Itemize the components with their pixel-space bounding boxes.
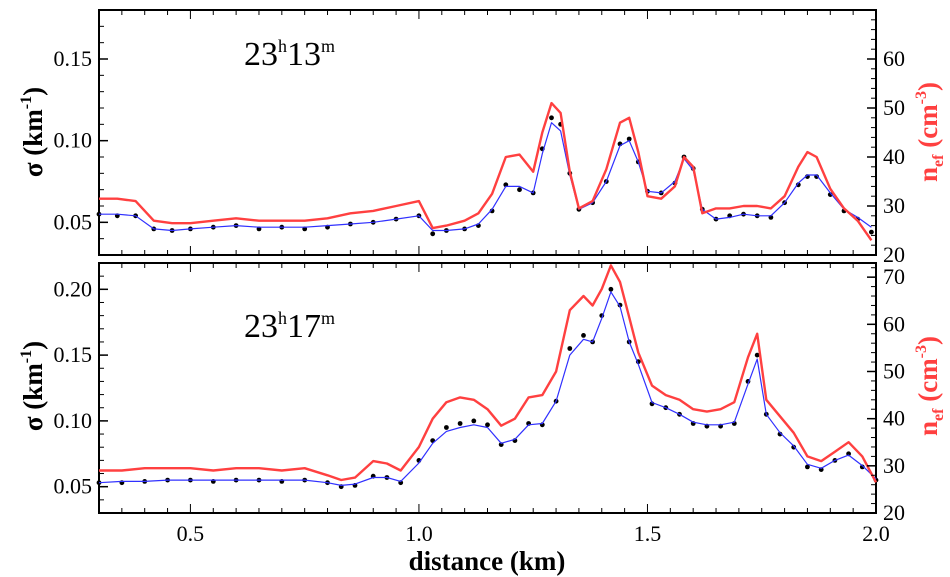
top-data-point (795, 182, 801, 188)
bottom-data-point (471, 418, 477, 424)
bottom-time-label: 23h17m (244, 308, 335, 345)
top-data-point (869, 229, 874, 235)
top-time-label: 23h13m (244, 36, 335, 73)
bottom-right-tick-label: 70 (883, 264, 905, 289)
top-left-tick-label: 0.05 (54, 209, 93, 234)
bottom-data-point (859, 464, 865, 470)
bottom-right-tick-label: 30 (883, 453, 905, 478)
bottom-right-tick-label: 50 (883, 358, 905, 383)
top-data-point (626, 136, 632, 142)
bottom-data-point (581, 333, 586, 338)
bottom-data-point (777, 431, 783, 437)
bottom-data-point (457, 421, 463, 426)
x-axis-title: distance (km) (409, 546, 566, 576)
bottom-panel-frame (98, 262, 877, 514)
top-panel-frame (98, 9, 877, 256)
top-right-tick-label: 40 (883, 144, 905, 169)
top-scatter-points (96, 115, 874, 237)
top-blue-fit-line (99, 122, 872, 232)
bottom-left-tick-label: 0.20 (54, 276, 93, 301)
top-right-tick-label: 20 (883, 242, 905, 267)
top-panel-series (96, 101, 874, 241)
x-tick-label: 1.5 (634, 521, 662, 546)
bottom-blue-fit-line (98, 291, 877, 486)
x-tick-label: 1.0 (405, 521, 433, 546)
bottom-left-tick-label: 0.10 (54, 408, 93, 433)
top-data-point (517, 187, 522, 193)
top-right-tick-label: 30 (883, 193, 905, 218)
bottom-data-point (608, 286, 614, 292)
bottom-red-density-line (99, 264, 878, 483)
bottom-scatter-points (96, 286, 879, 490)
bottom-left-tick-label: 0.05 (54, 474, 93, 499)
top-left-tick-label: 0.10 (54, 128, 93, 153)
top-right-axis-title: nef (cm-3) (913, 82, 947, 182)
x-tick-label: 0.5 (177, 521, 205, 546)
top-data-point (489, 208, 495, 214)
top-data-point (430, 231, 436, 237)
top-red-density-line (99, 101, 873, 241)
bottom-data-point (444, 425, 449, 430)
top-left-axis-title: σ (km-1) (18, 87, 48, 177)
top-data-point (549, 115, 554, 121)
bottom-data-point (805, 464, 810, 470)
bottom-left-tick-label: 0.15 (54, 342, 93, 367)
bottom-panel-series (96, 264, 879, 490)
bottom-right-tick-label: 40 (883, 406, 905, 431)
top-right-tick-label: 50 (883, 95, 905, 120)
bottom-left-axis-title: σ (km-1) (18, 341, 48, 431)
bottom-right-tick-label: 20 (883, 500, 905, 525)
bottom-right-axis-title: nef (cm-3) (913, 336, 947, 436)
bottom-data-point (754, 352, 760, 358)
top-right-tick-label: 60 (883, 46, 905, 71)
bottom-right-tick-label: 60 (883, 311, 905, 336)
x-tick-label: 2.0 (862, 521, 890, 546)
bottom-data-point (567, 346, 573, 351)
top-data-point (827, 192, 833, 198)
axis-ticks: 0.05 0.10 0.15 20 30 40 50 60 0.05 0.10 0.15 0.20 20… (54, 9, 905, 546)
top-left-tick-label: 0.15 (54, 46, 93, 71)
bottom-data-point (485, 422, 490, 428)
